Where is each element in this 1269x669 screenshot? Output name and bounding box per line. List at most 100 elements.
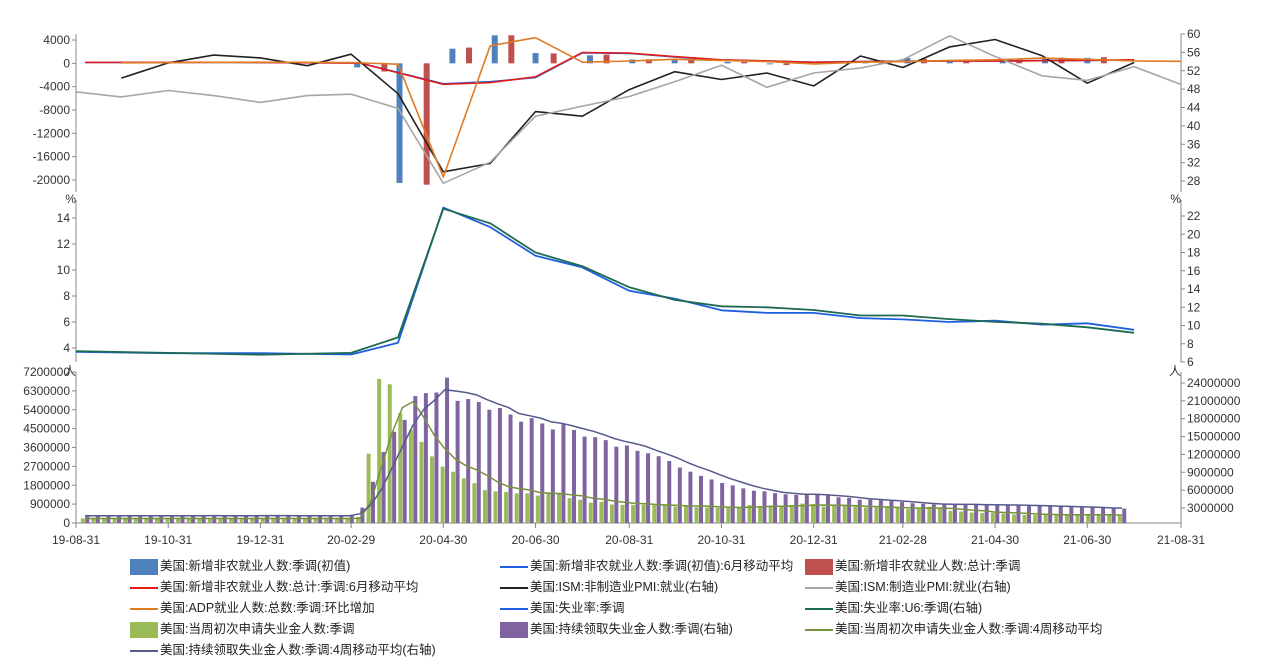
bar-initial-claims xyxy=(810,504,815,523)
bar-initial-claims xyxy=(1075,514,1080,523)
bar-initial-claims xyxy=(292,518,297,523)
bar-initial-claims xyxy=(927,506,932,523)
x-tick-label: 20-12-31 xyxy=(790,533,838,547)
bar-continuing-claims xyxy=(709,479,714,523)
bar-continuing-claims xyxy=(1101,508,1106,523)
right-tick-label: 6 xyxy=(1187,355,1194,369)
bar-continuing-claims xyxy=(847,497,852,523)
bar-nfp-total xyxy=(423,63,430,185)
bar-nfp-total xyxy=(783,63,790,66)
x-tick-label: 20-06-30 xyxy=(512,533,560,547)
bar-continuing-claims xyxy=(878,500,883,523)
right-tick-label: 15000000 xyxy=(1187,430,1241,444)
bar-initial-claims xyxy=(980,512,985,523)
legend-item: 美国:新增非农就业人数:总计:季调 xyxy=(805,556,1020,576)
bar-initial-claims xyxy=(895,508,900,523)
left-tick-label: 7200000 xyxy=(23,365,70,379)
legend-label: 美国:新增非农就业人数:季调(初值):6月移动平均 xyxy=(530,559,794,573)
legend-item: 美国:失业率:季调 xyxy=(500,598,624,618)
right-unit-label: 人 xyxy=(1169,364,1181,378)
legend-swatch xyxy=(805,607,833,610)
bar-continuing-claims xyxy=(794,494,799,523)
bar-initial-claims xyxy=(250,518,255,523)
bar-initial-claims xyxy=(736,507,741,523)
bar-initial-claims xyxy=(768,506,773,523)
bar-continuing-claims xyxy=(191,515,196,523)
left-tick-label: 5400000 xyxy=(23,403,70,417)
bar-initial-claims xyxy=(440,466,445,523)
legend-label: 美国:当周初次申请失业金人数:季调:4周移动平均 xyxy=(835,622,1103,636)
bar-initial-claims xyxy=(821,506,826,523)
bar-continuing-claims xyxy=(455,400,460,523)
bar-initial-claims xyxy=(959,511,964,523)
bar-continuing-claims xyxy=(402,419,407,523)
legend-swatch xyxy=(130,649,158,652)
bar-initial-claims xyxy=(525,493,530,523)
left-tick-label: -8000 xyxy=(39,103,70,117)
bar-nfp-initial xyxy=(586,55,593,64)
left-tick-label: 4 xyxy=(63,341,70,355)
legend-label: 美国:当周初次申请失业金人数:季调 xyxy=(160,622,355,636)
bar-continuing-claims xyxy=(942,504,947,523)
bar-nfp-initial xyxy=(396,63,403,183)
bar-continuing-claims xyxy=(720,483,725,523)
bar-initial-claims xyxy=(832,504,837,523)
bar-initial-claims xyxy=(186,518,191,523)
bar-continuing-claims xyxy=(603,440,608,523)
bar-initial-claims xyxy=(779,506,784,523)
bar-continuing-claims xyxy=(339,515,344,523)
bar-initial-claims xyxy=(229,518,234,523)
bar-continuing-claims xyxy=(487,409,492,523)
right-tick-label: 22 xyxy=(1187,209,1201,223)
bar-continuing-claims xyxy=(201,515,206,523)
bar-initial-claims xyxy=(133,518,138,523)
bar-nfp-total xyxy=(645,59,652,64)
bar-continuing-claims xyxy=(741,488,746,523)
bar-initial-claims xyxy=(673,506,678,523)
bar-nfp-total xyxy=(741,61,748,64)
bar-initial-claims xyxy=(937,508,942,523)
left-tick-label: 4500000 xyxy=(23,422,70,436)
bar-continuing-claims xyxy=(910,503,915,523)
bar-continuing-claims xyxy=(624,445,629,523)
bar-continuing-claims xyxy=(836,497,841,523)
bar-continuing-claims xyxy=(328,515,333,523)
bar-initial-claims xyxy=(842,505,847,523)
bar-initial-claims xyxy=(482,490,487,523)
x-tick-label: 21-04-30 xyxy=(971,533,1019,547)
bar-continuing-claims xyxy=(1027,505,1032,523)
legend-item: 美国:持续领取失业金人数:季调:4周移动平均(右轴) xyxy=(130,640,436,660)
bar-continuing-claims xyxy=(508,414,513,523)
bar-initial-claims xyxy=(324,518,329,523)
bar-initial-claims xyxy=(620,504,625,523)
bar-initial-claims xyxy=(1107,515,1112,523)
right-tick-label: 6000000 xyxy=(1187,483,1234,497)
bar-continuing-claims xyxy=(286,515,291,523)
bar-nfp-initial xyxy=(354,63,361,68)
left-tick-label: 2700000 xyxy=(23,459,70,473)
bar-initial-claims xyxy=(906,509,911,523)
bar-continuing-claims xyxy=(635,450,640,523)
bar-continuing-claims xyxy=(434,392,439,523)
bar-nfp-total xyxy=(550,53,557,64)
bar-initial-claims xyxy=(652,505,657,523)
bar-continuing-claims xyxy=(413,396,418,523)
bar-initial-claims xyxy=(303,518,308,523)
bar-initial-claims xyxy=(1012,514,1017,523)
bar-continuing-claims xyxy=(95,515,100,523)
bar-initial-claims xyxy=(419,441,424,523)
bar-initial-claims xyxy=(567,498,572,523)
bar-initial-claims xyxy=(123,518,128,523)
bar-continuing-claims xyxy=(921,503,926,523)
bar-continuing-claims xyxy=(825,495,830,523)
bar-continuing-claims xyxy=(783,494,788,523)
bar-initial-claims xyxy=(334,518,339,523)
left-tick-label: 14 xyxy=(57,211,71,225)
bar-initial-claims xyxy=(260,518,265,523)
bar-initial-claims xyxy=(1001,513,1006,523)
right-tick-label: 24000000 xyxy=(1187,376,1241,390)
left-tick-label: 0 xyxy=(63,56,70,70)
right-tick-label: 36 xyxy=(1187,137,1201,151)
right-tick-label: 44 xyxy=(1187,101,1201,115)
bar-initial-claims xyxy=(408,429,413,523)
